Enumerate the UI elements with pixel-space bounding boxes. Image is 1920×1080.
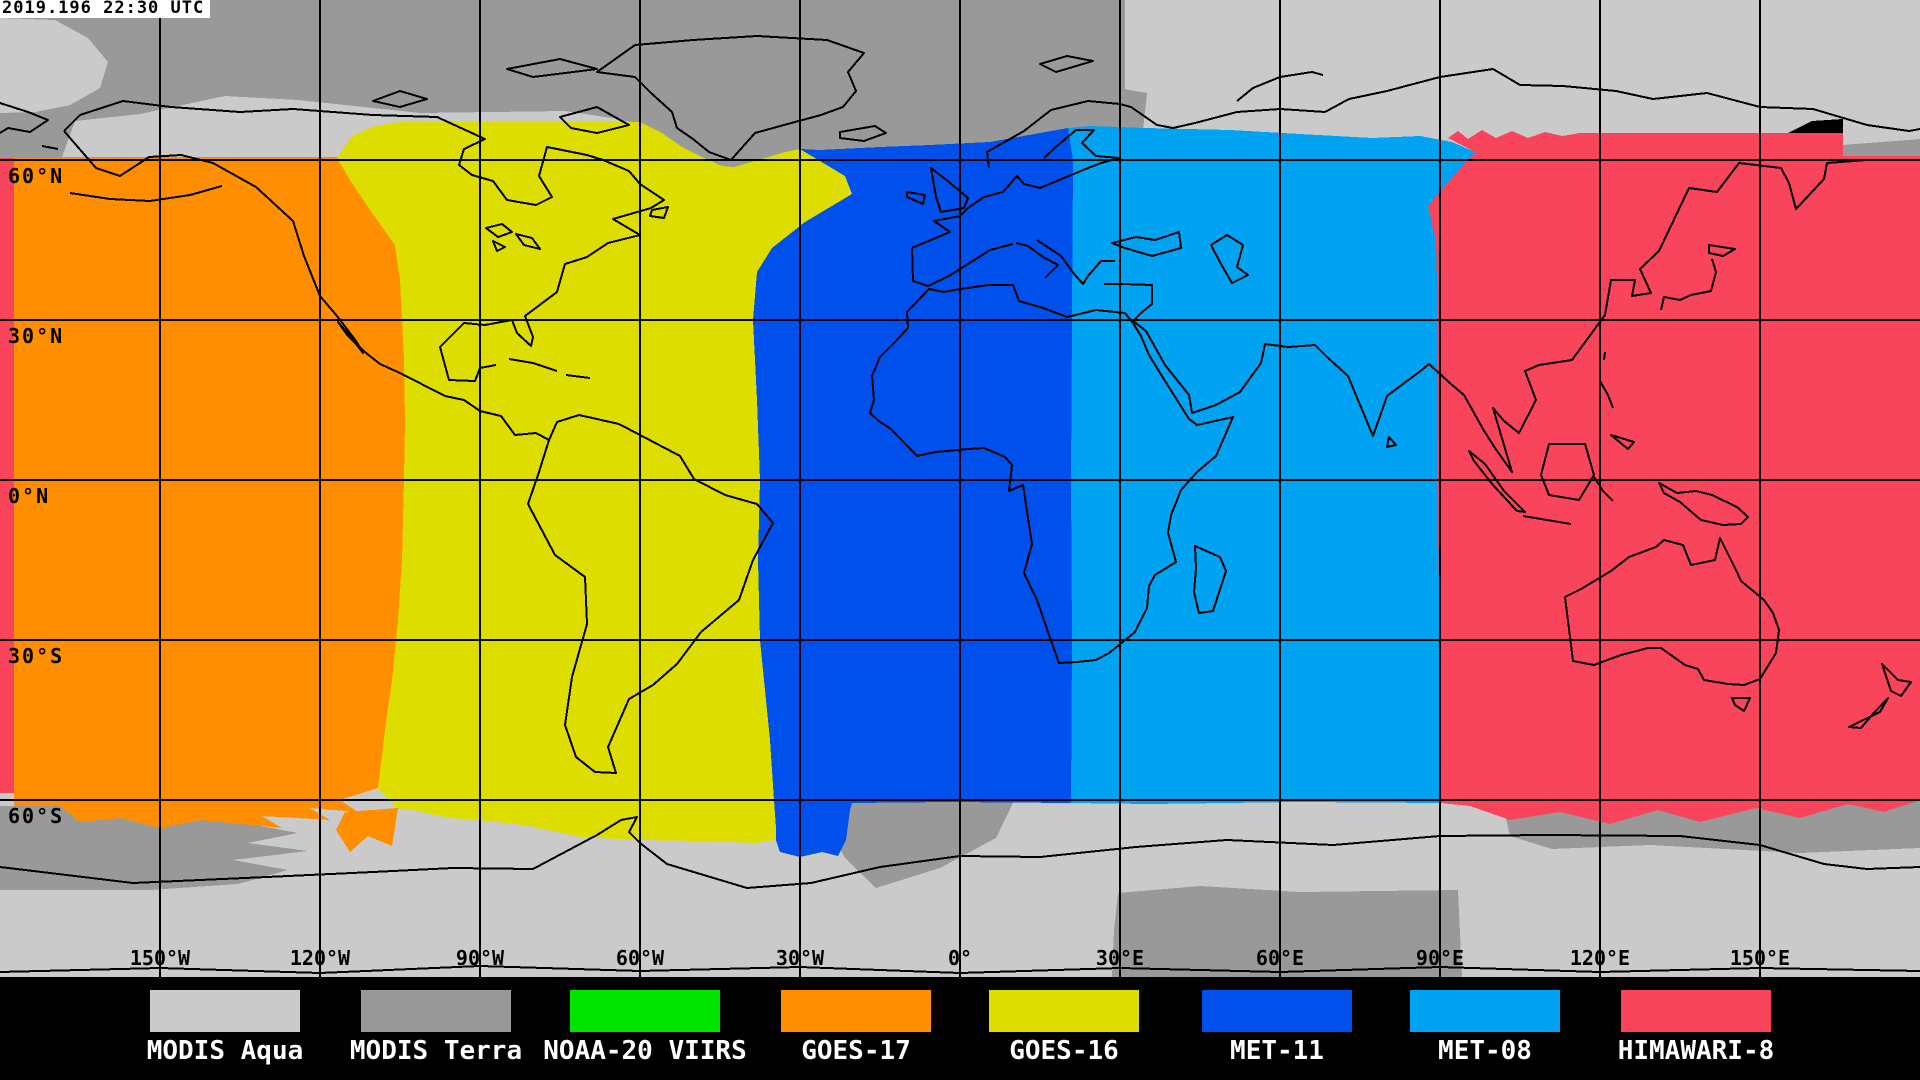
legend-label: MET-08 bbox=[1438, 1036, 1532, 1066]
noaa20-viirs-swatch bbox=[570, 990, 720, 1032]
lon-label-90e: 90°E bbox=[1415, 946, 1465, 970]
lat-label-60s: 60°S bbox=[8, 804, 65, 828]
lon-label-120w: 120°W bbox=[289, 946, 351, 970]
legend-item-himawari8: HIMAWARI-8 bbox=[1618, 990, 1774, 1066]
world-coverage-map: 60°N 30°N 0°N 30°S 60°S 150°W 120°W 90°W… bbox=[0, 0, 1920, 977]
met08-swatch bbox=[1410, 990, 1560, 1032]
legend-label: GOES-17 bbox=[801, 1036, 911, 1066]
legend-item-modis-terra: MODIS Terra bbox=[350, 990, 522, 1066]
lat-label-0n: 0°N bbox=[8, 484, 51, 508]
lat-label-30n: 30°N bbox=[8, 324, 65, 348]
legend-item-met11: MET-11 bbox=[1202, 990, 1352, 1066]
lon-label-0: 0° bbox=[947, 946, 973, 970]
himawari8-swatch bbox=[1621, 990, 1771, 1032]
himawari8-west-strip-region bbox=[0, 158, 17, 793]
modis-terra-swatch bbox=[361, 990, 511, 1032]
legend-item-noaa20-viirs: NOAA-20 VIIRS bbox=[543, 990, 747, 1066]
lon-label-150w: 150°W bbox=[129, 946, 191, 970]
met11-swatch bbox=[1202, 990, 1352, 1032]
legend-label: HIMAWARI-8 bbox=[1617, 1036, 1775, 1066]
lon-label-120e: 120°E bbox=[1569, 946, 1631, 970]
legend-label: MODIS Aqua bbox=[146, 1036, 304, 1066]
lat-label-30s: 30°S bbox=[8, 644, 65, 668]
legend-item-goes17: GOES-17 bbox=[781, 990, 931, 1066]
legend-label: NOAA-20 VIIRS bbox=[543, 1036, 747, 1066]
legend-item-met08: MET-08 bbox=[1410, 990, 1560, 1066]
missing-data-patch bbox=[1788, 119, 1843, 133]
lon-label-90w: 90°W bbox=[455, 946, 505, 970]
lon-label-60e: 60°E bbox=[1255, 946, 1305, 970]
goes17-coverage-region bbox=[14, 158, 405, 852]
goes17-swatch bbox=[781, 990, 931, 1032]
lon-label-30w: 30°W bbox=[775, 946, 825, 970]
legend-bar: MODIS Aqua MODIS Terra NOAA-20 VIIRS GOE… bbox=[0, 977, 1920, 1080]
goes16-coverage-region bbox=[337, 122, 852, 843]
lat-label-60n: 60°N bbox=[8, 164, 65, 188]
lon-label-60w: 60°W bbox=[615, 946, 665, 970]
met08-coverage-region bbox=[1068, 126, 1475, 804]
met11-coverage-region bbox=[753, 128, 1073, 857]
legend-label: MODIS Terra bbox=[349, 1036, 523, 1066]
legend-item-modis-aqua: MODIS Aqua bbox=[147, 990, 303, 1066]
lon-label-30e: 30°E bbox=[1095, 946, 1145, 970]
legend-label: MET-11 bbox=[1230, 1036, 1324, 1066]
modis-aqua-swatch bbox=[150, 990, 300, 1032]
legend-item-goes16: GOES-16 bbox=[989, 990, 1139, 1066]
coastlines bbox=[0, 35, 1920, 974]
goes16-swatch bbox=[989, 990, 1139, 1032]
lon-label-150e: 150°E bbox=[1729, 946, 1791, 970]
himawari8-coverage-region bbox=[1428, 130, 1920, 824]
graticule bbox=[0, 0, 1920, 977]
legend-label: GOES-16 bbox=[1009, 1036, 1119, 1066]
coverage-map-svg bbox=[0, 0, 1920, 977]
timestamp-label: 2019.196 22:30 UTC bbox=[0, 0, 211, 18]
